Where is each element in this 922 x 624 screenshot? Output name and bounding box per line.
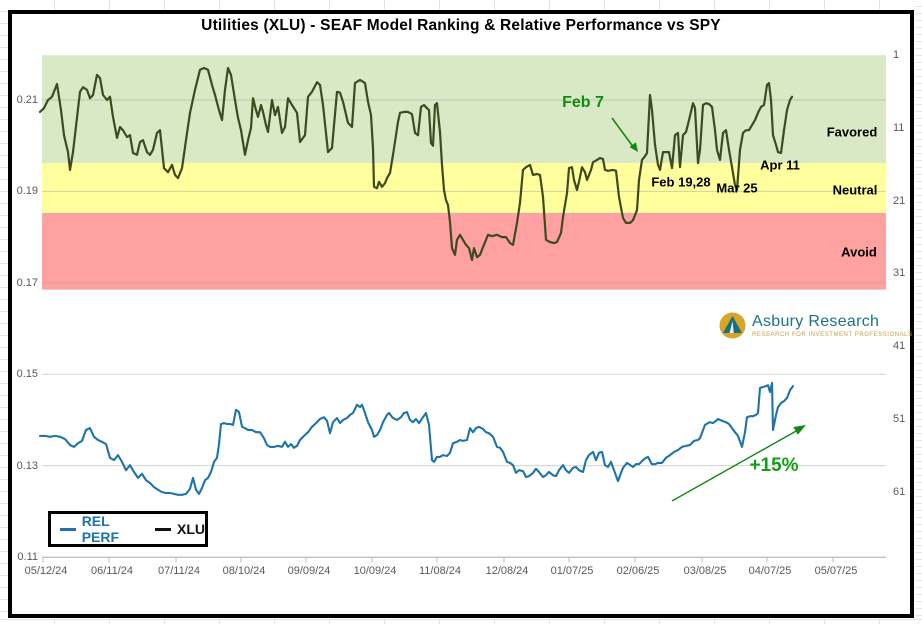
chart-legend[interactable]: REL PERF XLU xyxy=(48,511,208,547)
series-line-rel-perf[interactable] xyxy=(38,381,795,496)
x-axis-label-04-07-25: 04/07/25 xyxy=(748,565,792,577)
x-axis-label-03-08-25: 03/08/25 xyxy=(683,565,727,577)
annotation-apr11: Apr 11 xyxy=(760,157,800,173)
logo-tagline-text: RESEARCH FOR INVESTMENT PROFESSIONALS xyxy=(752,331,913,338)
asbury-research-logo: Asbury Research RESEARCH FOR INVESTMENT … xyxy=(719,312,913,339)
x-axis-label-09-09-24: 09/09/24 xyxy=(287,565,331,577)
right-axis-label-11: 11 xyxy=(893,121,905,134)
right-axis-label-51: 51 xyxy=(893,413,906,426)
right-axis-label-31: 31 xyxy=(893,267,906,280)
x-axis-label-02-06-25: 02/06/25 xyxy=(616,565,660,577)
feb7-arrow-head xyxy=(629,142,638,152)
asbury-logo-icon xyxy=(719,312,746,339)
annotation-arrows xyxy=(611,117,806,502)
series-lines[interactable] xyxy=(38,66,795,496)
spreadsheet-cells-bottom xyxy=(0,619,922,624)
x-axis-label-08-10-24: 08/10/24 xyxy=(222,565,266,577)
rel-perf-line-sample-icon xyxy=(60,527,76,531)
zone-band-neutral xyxy=(42,163,886,213)
spreadsheet-cells-left xyxy=(0,0,8,624)
zone-label-neutral: Neutral xyxy=(832,182,878,198)
annotation-mar25: Mar 25 xyxy=(716,180,758,196)
pct15-arrow-head xyxy=(793,425,806,435)
x-axis-label-07-11-24: 07/11/24 xyxy=(157,565,201,577)
feb7-arrow-line xyxy=(611,117,635,149)
x-axis-label-11-08-24: 11/08/24 xyxy=(418,565,462,577)
right-axis-label-61: 61 xyxy=(893,485,906,498)
left-axis-label-0.11: 0.11 xyxy=(17,551,38,563)
x-axis-label-05-07-25: 05/07/25 xyxy=(814,565,858,577)
left-axis-label-0.17: 0.17 xyxy=(16,276,38,289)
x-axis-label-10-09-24: 10/09/24 xyxy=(353,565,397,577)
zone-band-favored xyxy=(42,55,886,164)
chart-title: Utilities (XLU) - SEAF Model Ranking & R… xyxy=(201,17,721,34)
logo-name-text: Asbury Research xyxy=(752,312,880,330)
right-axis-label-21: 21 xyxy=(893,194,906,207)
left-axis-label-0.13: 0.13 xyxy=(16,459,38,472)
legend-label-xlu: XLU xyxy=(177,521,206,537)
left-axis-label-0.19: 0.19 xyxy=(16,185,38,198)
x-axis-label-01-07-25: 01/07/25 xyxy=(550,565,594,577)
x-axis-label-05-12-24: 05/12/24 xyxy=(24,565,68,577)
right-axis-label-1: 1 xyxy=(893,49,900,61)
series-line-xlu[interactable] xyxy=(38,66,794,262)
annotation-feb7: Feb 7 xyxy=(562,94,604,111)
xlu-line-sample-icon xyxy=(155,527,172,531)
x-axis-label-12-08-24: 12/08/24 xyxy=(485,565,529,577)
zone-label-avoid: Avoid xyxy=(841,244,877,260)
zone-label-favored: Favored xyxy=(826,124,878,140)
annotation-plus15pct: +15% xyxy=(749,455,799,476)
spreadsheet-cells-right xyxy=(915,0,922,624)
pct15-arrow-line xyxy=(671,429,799,502)
right-axis-label-41: 41 xyxy=(893,340,906,353)
left-axis-label-0.21: 0.21 xyxy=(16,94,38,106)
x-axis-label-06-11-24: 06/11/24 xyxy=(90,565,134,577)
left-axis-label-0.15: 0.15 xyxy=(16,368,38,381)
axis-lines-ticks xyxy=(42,557,886,563)
legend-label-rel-perf: REL PERF xyxy=(81,513,120,545)
ranking-zones xyxy=(42,55,886,290)
zone-band-avoid xyxy=(42,212,886,290)
annotation-feb19-28: Feb 19,28 xyxy=(651,174,711,190)
